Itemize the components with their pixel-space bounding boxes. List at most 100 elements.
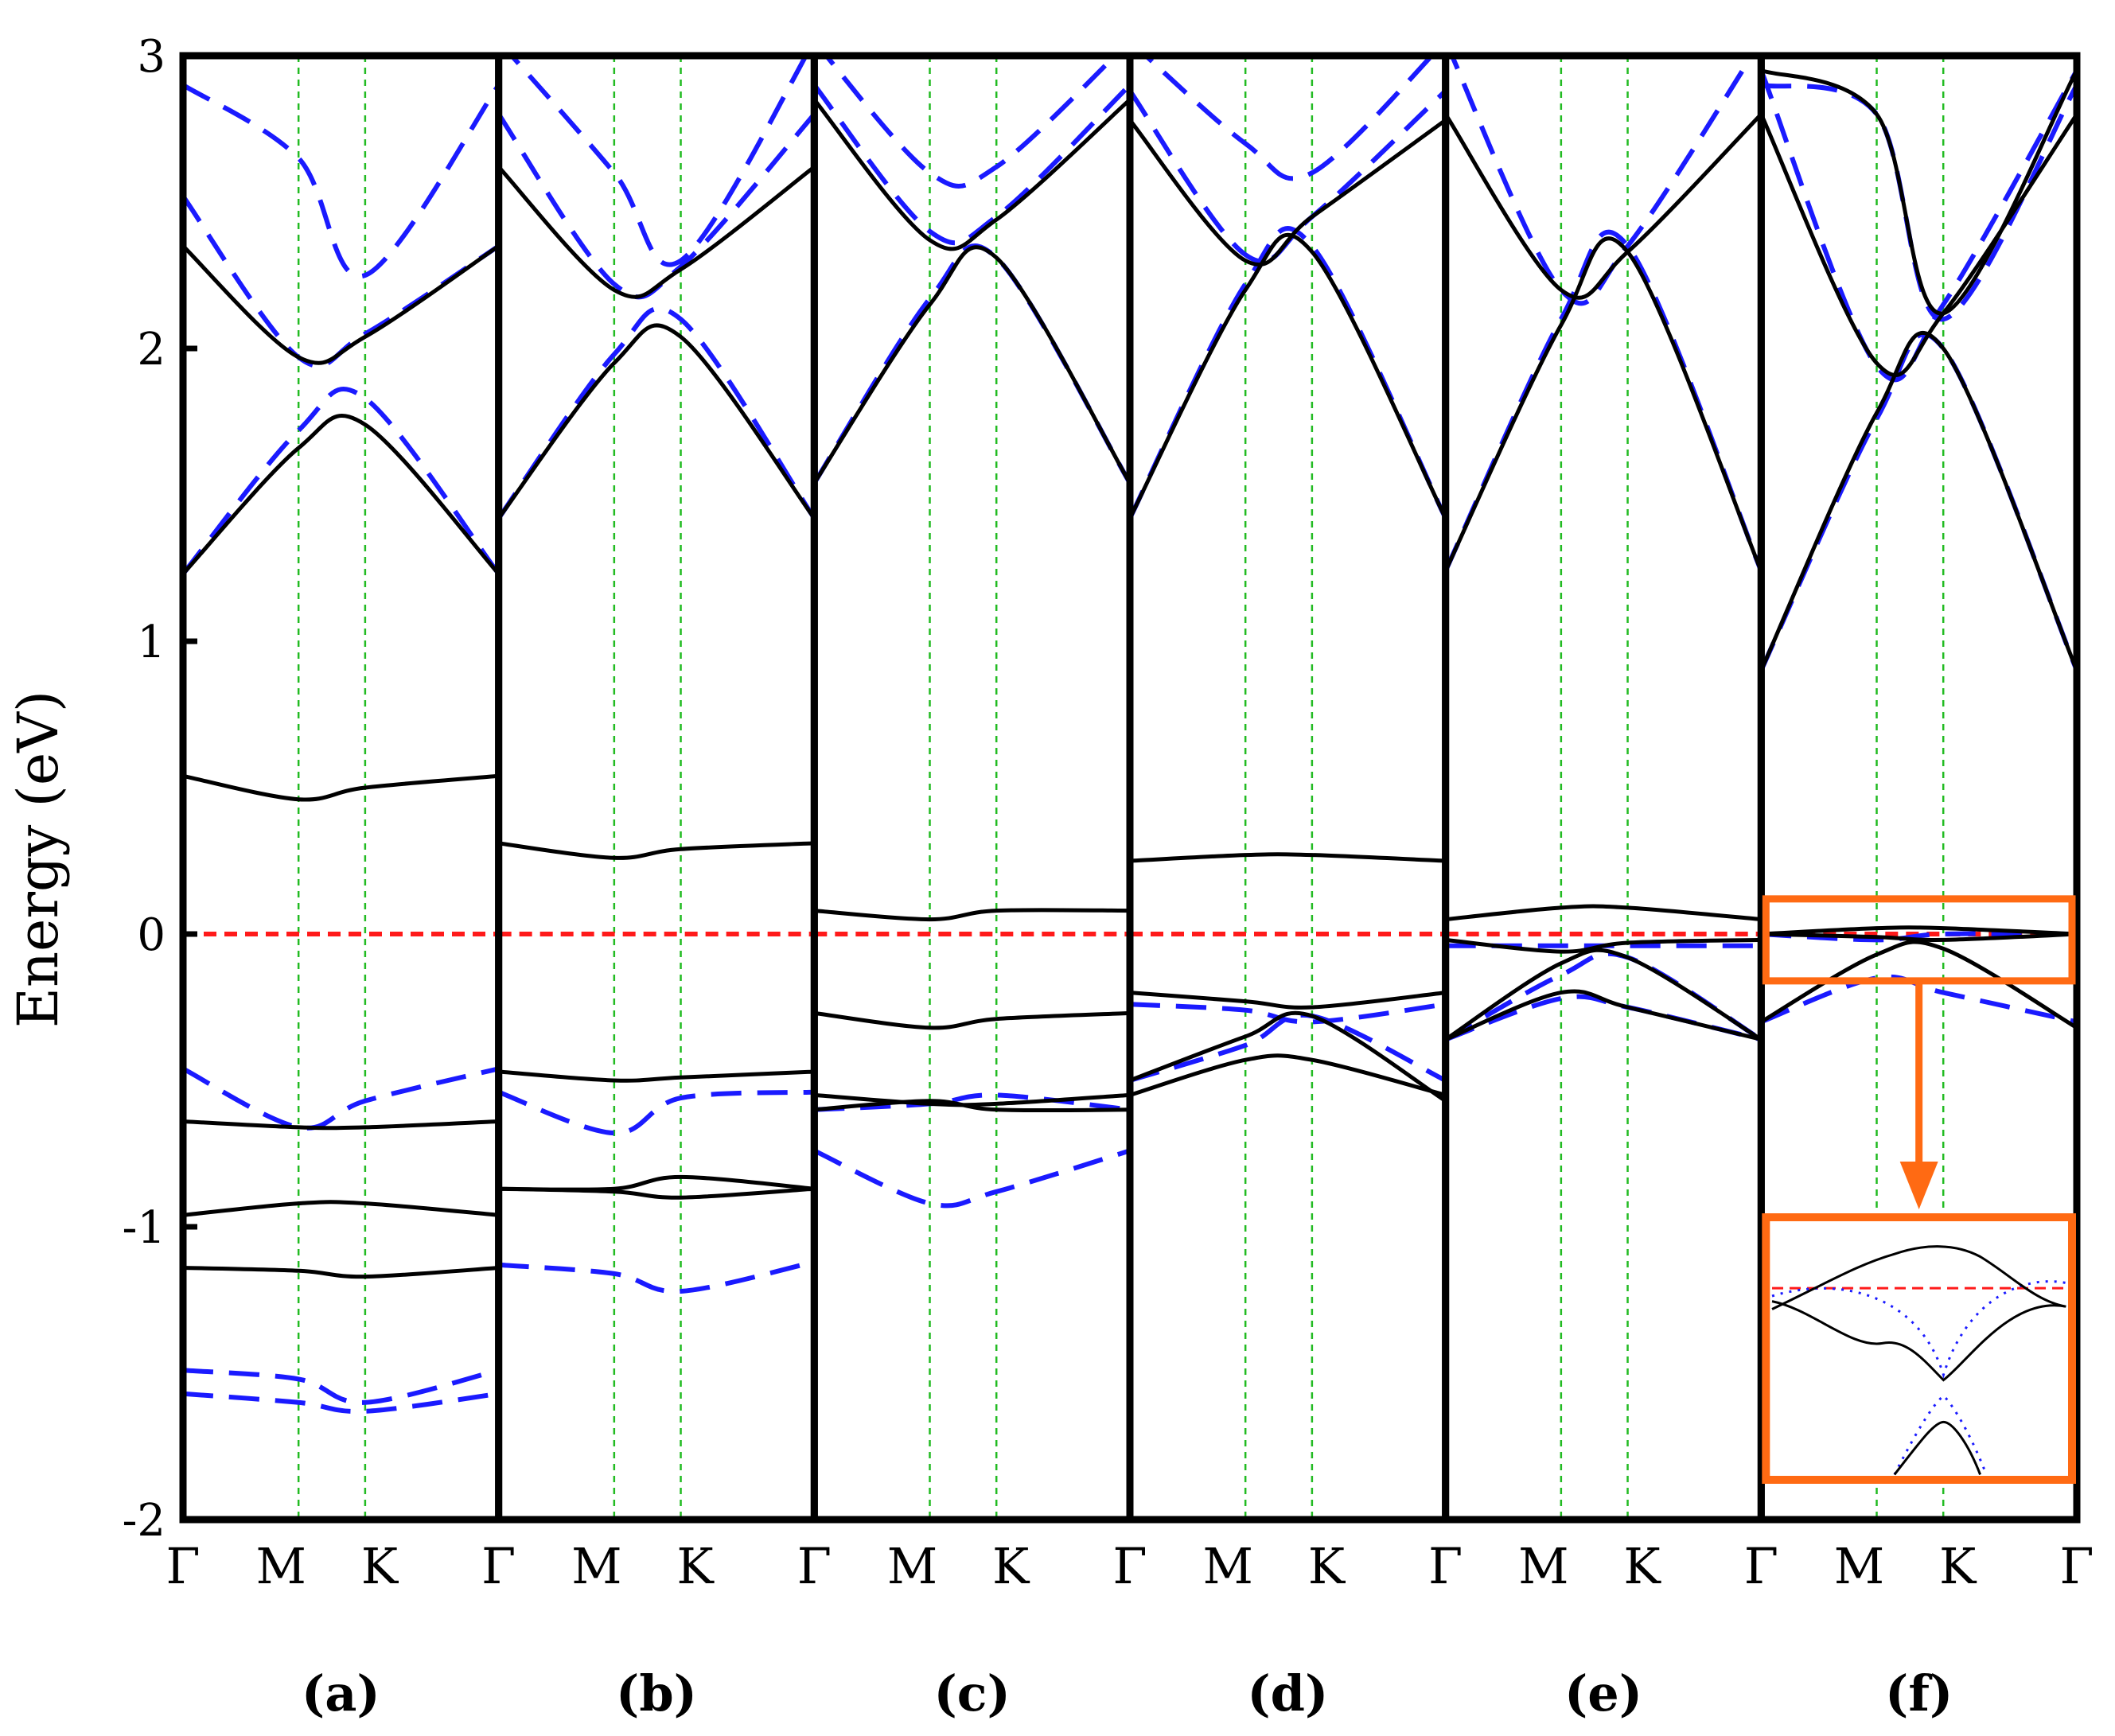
zoom-arrow-head — [1899, 1162, 1938, 1209]
solid-band-4-0 — [1443, 236, 1763, 572]
dashed-band-1-0 — [497, 306, 816, 520]
dashed-band-3-2 — [1142, 56, 1435, 181]
solid-band-1-4 — [498, 1174, 815, 1192]
solid-band-3-2 — [1129, 852, 1446, 863]
solid-band-3-1 — [1128, 118, 1447, 267]
panel-frames — [179, 52, 2081, 1524]
panel-label: (f) — [1885, 1664, 1953, 1722]
kpoint-label: Γ — [797, 1537, 832, 1595]
kpoint-label: Γ — [1112, 1537, 1147, 1595]
solid-band-1-1 — [497, 165, 816, 299]
dashed-band-1-2 — [508, 56, 809, 267]
kpoint-label: K — [1308, 1537, 1346, 1595]
y-tick-label: -1 — [122, 1202, 166, 1254]
y-tick-label: 1 — [137, 617, 166, 668]
kpoint-label: M — [1202, 1537, 1252, 1595]
dashed-band-1-3 — [497, 1089, 815, 1136]
solid-band-4-2 — [1445, 904, 1762, 922]
solid-band-3-3 — [1129, 991, 1446, 1010]
inset-zoom — [1762, 895, 2076, 1484]
solid-band-5-5 — [1760, 940, 2077, 1030]
inset-band-middle — [1771, 1300, 2066, 1382]
panel-frame — [810, 52, 1134, 1524]
dashed-band-2-0 — [812, 243, 1132, 485]
solid-band-0-2 — [183, 773, 499, 802]
axis-labels: Γ M K Γ(a)Γ M K Γ(b)Γ M K Γ(c)Γ M K Γ(d)Γ M K Γ(e)Γ M K Γ(… — [122, 31, 2094, 1722]
kpoint-label: K — [1623, 1537, 1661, 1595]
y-tick-label: -2 — [122, 1495, 166, 1547]
solid-band-1-0 — [497, 323, 816, 520]
solid-bands — [183, 68, 2077, 1279]
dashed-band-4-1 — [1449, 56, 1755, 306]
kpoint-label: Γ — [1428, 1537, 1463, 1595]
solid-band-4-1 — [1443, 112, 1763, 300]
kpoint-label: Γ — [481, 1537, 516, 1595]
dashed-band-2-4 — [813, 1148, 1131, 1209]
kpoint-label: Γ — [2059, 1537, 2094, 1595]
panel-label: (a) — [302, 1664, 380, 1722]
y-tick-label: 0 — [137, 909, 166, 961]
solid-band-5-0 — [1759, 330, 2077, 671]
kpoint-label: M — [255, 1537, 306, 1595]
y-tick-label: 3 — [137, 31, 166, 83]
kpoint-label: Γ — [1744, 1537, 1778, 1595]
panel-label: (d) — [1247, 1664, 1328, 1722]
y-tick-label: 2 — [137, 324, 166, 376]
kpoint-label: K — [1939, 1537, 1977, 1595]
dashed-band-5-0 — [1759, 332, 2077, 672]
kpoint-label: M — [1834, 1537, 1884, 1595]
dashed-band-2-1 — [812, 83, 1132, 246]
panel-frame — [495, 52, 818, 1524]
kpoint-label: K — [361, 1537, 399, 1595]
solid-band-5-1 — [1759, 113, 2077, 377]
solid-band-3-5 — [1129, 1053, 1447, 1097]
panel-label: (b) — [616, 1664, 697, 1722]
inset-frame — [1762, 1213, 2076, 1484]
dashed-band-4-4 — [1444, 994, 1762, 1042]
dashed-band-0-2 — [183, 83, 501, 279]
dashed-band-5-1 — [1759, 68, 2077, 383]
kpoint-label: K — [676, 1537, 715, 1595]
dashed-band-3-0 — [1128, 226, 1448, 520]
solid-band-5-3 — [1761, 925, 2077, 936]
dashed-band-0-4 — [183, 1368, 500, 1405]
solid-band-0-4 — [183, 1200, 499, 1217]
solid-band-5-2 — [1760, 68, 2077, 316]
panel-frame — [1442, 52, 1765, 1524]
dashed-band-0-3 — [183, 1066, 500, 1131]
solid-band-0-3 — [183, 1119, 499, 1131]
dashed-band-0-0 — [183, 387, 501, 576]
panel-frame — [1757, 52, 2081, 1524]
solid-band-4-3 — [1445, 937, 1762, 954]
kpoint-label: K — [992, 1537, 1030, 1595]
kpoint-label: M — [1518, 1537, 1568, 1595]
solid-band-0-5 — [183, 1266, 499, 1279]
solid-band-3-4 — [1129, 1010, 1447, 1103]
solid-band-2-2 — [814, 908, 1131, 922]
inset-band-top — [1771, 1245, 2066, 1310]
kpoint-label: Γ — [481, 1537, 516, 1595]
solid-band-5-4 — [1761, 932, 2077, 942]
kpoint-label: M — [571, 1537, 621, 1595]
kpoint-label: Γ — [166, 1537, 200, 1595]
solid-band-1-5 — [498, 1186, 815, 1200]
high-symmetry-lines — [297, 56, 1945, 1520]
dashed-band-2-2 — [823, 56, 1119, 189]
solid-band-2-0 — [812, 245, 1132, 485]
y-axis-label: Energy (eV) — [6, 691, 71, 1028]
solid-band-4-5 — [1444, 948, 1762, 1041]
solid-band-3-0 — [1128, 232, 1447, 520]
solid-band-2-1 — [812, 98, 1132, 251]
kpoint-label: Γ — [1112, 1537, 1147, 1595]
panel-label: (e) — [1564, 1664, 1642, 1722]
solid-band-2-5 — [814, 1099, 1131, 1113]
dashed-band-1-4 — [498, 1259, 815, 1294]
kpoint-label: Γ — [797, 1537, 832, 1595]
dashed-band-2-3 — [814, 1092, 1131, 1112]
dashed-band-0-5 — [183, 1391, 500, 1415]
kpoint-label: M — [887, 1537, 937, 1595]
solid-band-1-3 — [498, 1069, 815, 1083]
panel-frame — [1126, 52, 1450, 1524]
inset-band-lower — [1893, 1420, 1981, 1476]
